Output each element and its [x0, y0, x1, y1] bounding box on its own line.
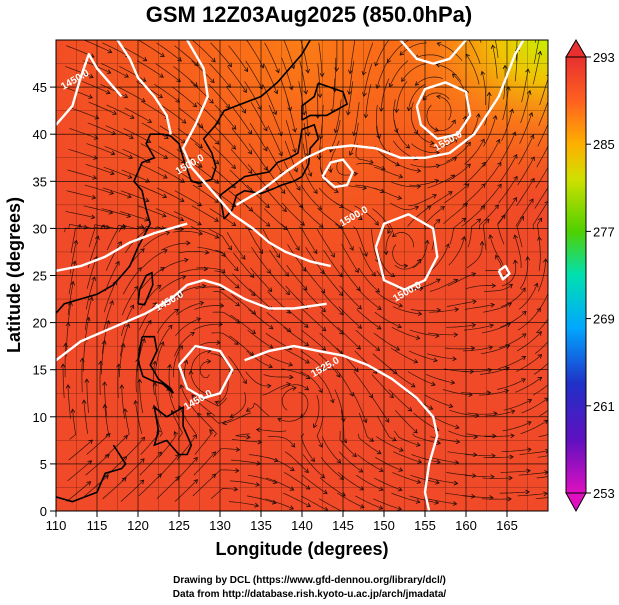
- plot-area: 1450.01500.01450.01500.01550.01500.01525…: [56, 40, 548, 511]
- contour-line: [497, 264, 511, 281]
- colorbar-tick-label: 261: [593, 399, 615, 414]
- colorbar-tick-label: 285: [593, 137, 615, 152]
- contour-line: [116, 40, 172, 135]
- colorbar-tick-label: 253: [593, 486, 615, 501]
- contour-line: [374, 213, 439, 291]
- contour-line: [399, 40, 467, 65]
- x-tick-label: 145: [332, 518, 354, 533]
- x-tick-label: 165: [496, 518, 518, 533]
- streamline-arrows: [60, 42, 548, 511]
- contour-line: [56, 222, 188, 272]
- contour-line: [177, 344, 234, 400]
- x-axis-ticks: 110 115 120 125 130 135 140 145 150 155 160 165: [46, 511, 518, 533]
- y-axis-label: Latitude (degrees): [4, 197, 24, 353]
- y-tick-label: 35: [33, 174, 47, 189]
- contour-line: [415, 81, 472, 141]
- y-tick-label: 30: [33, 221, 47, 236]
- colorbar-scale: [565, 56, 587, 494]
- x-tick-label: 140: [291, 518, 313, 533]
- streamline-paths: [62, 40, 548, 511]
- y-tick-label: 15: [33, 363, 47, 378]
- gridlines: [56, 40, 548, 511]
- chart-title: GSM 12Z03Aug2025 (850.0hPa): [146, 2, 472, 27]
- contour-line: [235, 40, 525, 206]
- colorbar-tick-label: 269: [593, 312, 615, 327]
- x-tick-label: 115: [87, 518, 108, 533]
- y-tick-label: 25: [33, 269, 47, 284]
- contour-line: [56, 52, 123, 126]
- colorbar-top-arrow: [565, 39, 587, 58]
- colorbar-bottom-arrow: [565, 492, 587, 513]
- coastline: [56, 40, 311, 314]
- contour-line: [56, 279, 327, 362]
- colorbar: 253 261 269 277 285 293: [565, 39, 615, 513]
- coastline: [137, 271, 154, 306]
- colorbar-tick-label: 277: [593, 224, 615, 239]
- x-tick-label: 125: [168, 518, 190, 533]
- y-tick-label: 20: [33, 316, 47, 331]
- coastline: [137, 335, 175, 394]
- x-tick-label: 130: [209, 518, 231, 533]
- y-tick-label: 10: [33, 410, 47, 425]
- x-tick-label: 160: [455, 518, 477, 533]
- contour-line: [181, 40, 331, 268]
- x-tick-label: 120: [127, 518, 149, 533]
- credit-data-source: Data from http://database.rish.kyoto-u.a…: [172, 589, 447, 600]
- contour-line: [321, 158, 354, 189]
- y-axis-ticks: 0 5 10 15 20 25 30 35 40 45: [33, 80, 56, 519]
- colorbar-tick-label: 293: [593, 50, 615, 65]
- y-tick-label: 40: [33, 127, 47, 142]
- coastline: [153, 406, 193, 456]
- contour-line: [244, 344, 439, 511]
- x-tick-label: 150: [373, 518, 395, 533]
- credit-dcl: Drawing by DCL (https://www.gfd-dennou.o…: [173, 575, 446, 586]
- x-axis-label: Longitude (degrees): [215, 539, 388, 559]
- x-tick-label: 135: [250, 518, 272, 533]
- y-tick-label: 5: [40, 457, 47, 472]
- x-tick-label: 110: [46, 518, 67, 533]
- x-tick-label: 155: [414, 518, 436, 533]
- wind-streamlines: [60, 40, 548, 511]
- y-tick-label: 0: [40, 504, 47, 519]
- y-tick-label: 45: [33, 80, 47, 95]
